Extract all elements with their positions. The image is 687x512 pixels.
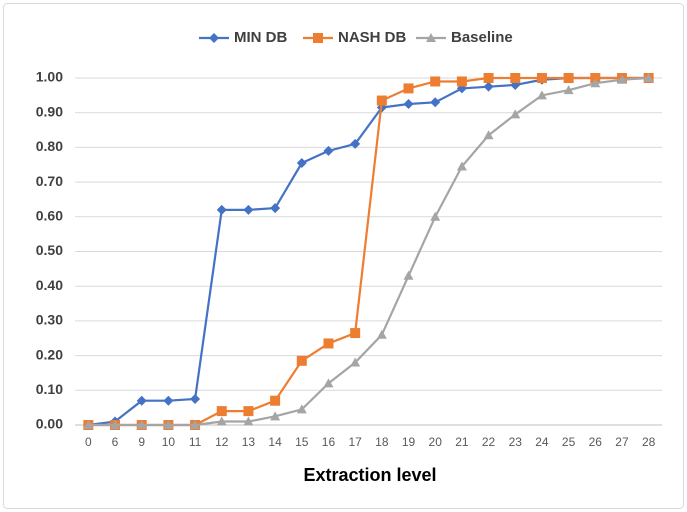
data-point xyxy=(243,406,254,417)
data-point xyxy=(376,95,387,106)
data-point xyxy=(483,81,494,92)
data-point xyxy=(270,395,281,406)
chart-frame xyxy=(3,3,684,509)
y-tick-label: 0.90 xyxy=(36,103,63,119)
x-tick-label: 11 xyxy=(189,435,202,449)
x-tick-label: 14 xyxy=(268,435,282,449)
x-tick-label: 25 xyxy=(562,435,576,449)
y-tick-label: 0.50 xyxy=(36,242,63,258)
x-axis-title: Extraction level xyxy=(303,465,436,485)
data-point xyxy=(350,328,361,339)
data-point xyxy=(296,355,307,366)
data-point xyxy=(136,395,147,406)
legend-label: Baseline xyxy=(451,29,513,46)
data-point xyxy=(430,76,441,87)
x-tick-label: 10 xyxy=(162,435,176,449)
y-tick-label: 0.00 xyxy=(36,416,63,432)
x-tick-label: 28 xyxy=(642,435,656,449)
data-point xyxy=(590,78,601,88)
data-point xyxy=(296,404,307,414)
data-point xyxy=(563,85,574,95)
data-point xyxy=(483,130,494,140)
x-tick-label: 21 xyxy=(455,435,469,449)
data-point xyxy=(430,211,441,221)
x-tick-label: 9 xyxy=(138,435,145,449)
y-tick-label: 0.70 xyxy=(36,173,63,189)
y-tick-label: 0.30 xyxy=(36,312,63,328)
y-tick-label: 1.00 xyxy=(36,69,63,85)
y-tick-label: 0.80 xyxy=(36,138,63,154)
x-tick-label: 24 xyxy=(535,435,549,449)
series-line xyxy=(88,76,649,427)
data-point xyxy=(376,329,387,339)
data-point xyxy=(430,97,441,108)
x-tick-label: 0 xyxy=(85,435,92,449)
x-tick-label: 22 xyxy=(482,435,496,449)
data-point xyxy=(616,74,627,84)
data-point xyxy=(563,73,574,83)
data-point xyxy=(323,145,334,156)
data-point xyxy=(110,420,121,429)
data-point xyxy=(83,420,94,429)
x-tick-label: 19 xyxy=(402,435,416,449)
data-point xyxy=(483,73,494,83)
data-point xyxy=(323,338,334,349)
data-point xyxy=(323,378,334,388)
y-tick-label: 0.20 xyxy=(36,346,63,362)
legend-label: NASH DB xyxy=(338,29,407,46)
x-tick-label: 12 xyxy=(215,435,229,449)
data-point xyxy=(350,357,361,367)
y-tick-label: 0.10 xyxy=(36,381,63,397)
x-tick-label: 17 xyxy=(348,435,362,449)
legend-marker xyxy=(313,33,323,43)
legend-marker xyxy=(209,33,219,43)
data-point xyxy=(243,204,254,215)
data-point xyxy=(536,73,547,83)
data-point xyxy=(456,76,467,87)
x-tick-label: 20 xyxy=(429,435,443,449)
data-point xyxy=(403,270,414,280)
x-tick-label: 16 xyxy=(322,435,336,449)
data-point xyxy=(136,420,147,429)
data-point xyxy=(590,73,601,83)
data-point xyxy=(216,416,227,426)
x-tick-label: 15 xyxy=(295,435,309,449)
data-point xyxy=(643,73,654,82)
legend-label: MIN DB xyxy=(234,29,287,46)
data-point xyxy=(536,90,547,100)
y-tick-label: 0.40 xyxy=(36,277,63,293)
data-point xyxy=(216,204,227,215)
data-point xyxy=(270,411,281,421)
x-tick-label: 6 xyxy=(112,435,119,449)
x-tick-label: 27 xyxy=(615,435,629,449)
data-point xyxy=(163,395,174,406)
data-point xyxy=(190,420,201,429)
data-point xyxy=(403,83,414,94)
x-tick-label: 23 xyxy=(509,435,523,449)
x-tick-label: 18 xyxy=(375,435,389,449)
data-point xyxy=(216,406,227,417)
data-point xyxy=(510,73,521,83)
data-point xyxy=(296,158,307,169)
data-point xyxy=(456,161,467,171)
data-point xyxy=(403,99,414,110)
legend-marker xyxy=(426,33,436,42)
data-point xyxy=(190,393,201,404)
data-point xyxy=(510,109,521,119)
data-point xyxy=(270,203,281,214)
data-point xyxy=(350,138,361,149)
x-tick-label: 26 xyxy=(589,435,603,449)
data-point xyxy=(163,420,174,429)
y-tick-label: 0.60 xyxy=(36,208,63,224)
x-tick-label: 13 xyxy=(242,435,256,449)
data-point xyxy=(243,416,254,426)
